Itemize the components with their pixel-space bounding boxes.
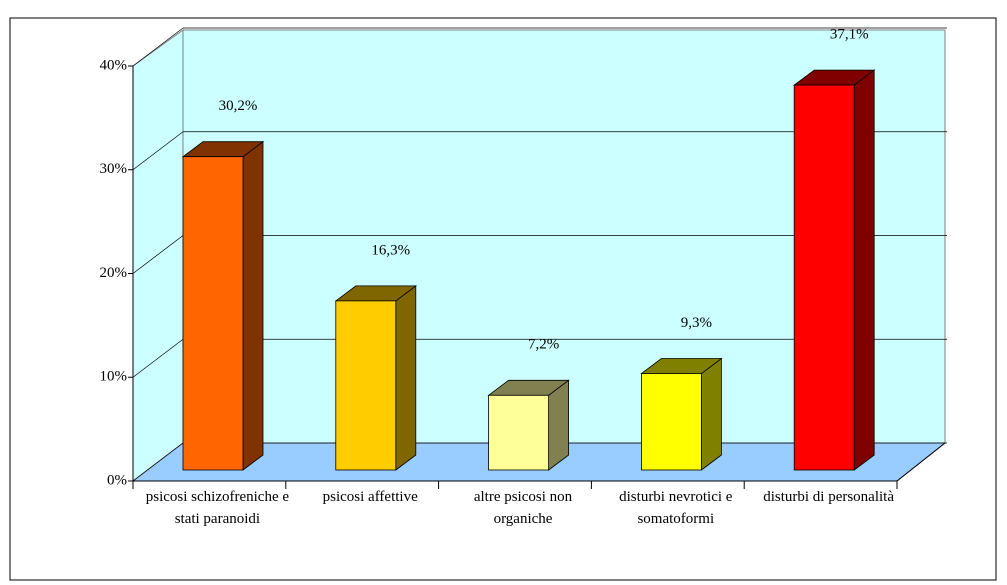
side-wall	[132, 29, 184, 483]
y-tick-label: 20%	[100, 265, 128, 281]
value-label: 9,3%	[681, 315, 712, 331]
x-tick-label: psicosi affettive	[322, 489, 418, 505]
y-tick-label: 30%	[100, 161, 128, 177]
bar-side	[548, 379, 569, 471]
x-tick-label: psicosi schizofreniche e stati paranoidi	[145, 489, 290, 527]
bar	[641, 373, 702, 471]
grid-line	[132, 131, 184, 171]
bar	[488, 394, 550, 471]
grid-line	[132, 235, 184, 274]
y-tick-label: 10%	[100, 369, 128, 385]
value-label: 16,3%	[371, 242, 410, 258]
bar-side	[853, 69, 875, 471]
chart-frame	[9, 17, 997, 581]
bar	[335, 300, 397, 471]
bar	[182, 156, 244, 471]
value-label: 7,2%	[528, 337, 559, 353]
grid-line	[132, 338, 184, 378]
bar	[793, 84, 855, 471]
value-label: 30,2%	[219, 98, 258, 114]
x-tick-label: disturbi nevrotici e somatoformi	[619, 489, 733, 527]
y-tick-label: 0%	[107, 472, 127, 488]
y-tick-label: 40%	[100, 57, 128, 73]
bar-side	[242, 140, 264, 471]
value-label: 37,1%	[830, 27, 869, 43]
bar-side	[395, 285, 417, 471]
grid-line	[132, 442, 184, 482]
grid-line	[132, 27, 184, 67]
bar-side	[701, 357, 722, 471]
x-tick-label: disturbi di personalità	[763, 489, 894, 505]
floor-edge	[896, 442, 946, 482]
x-tick-label: altre psicosi non organiche	[473, 489, 573, 527]
